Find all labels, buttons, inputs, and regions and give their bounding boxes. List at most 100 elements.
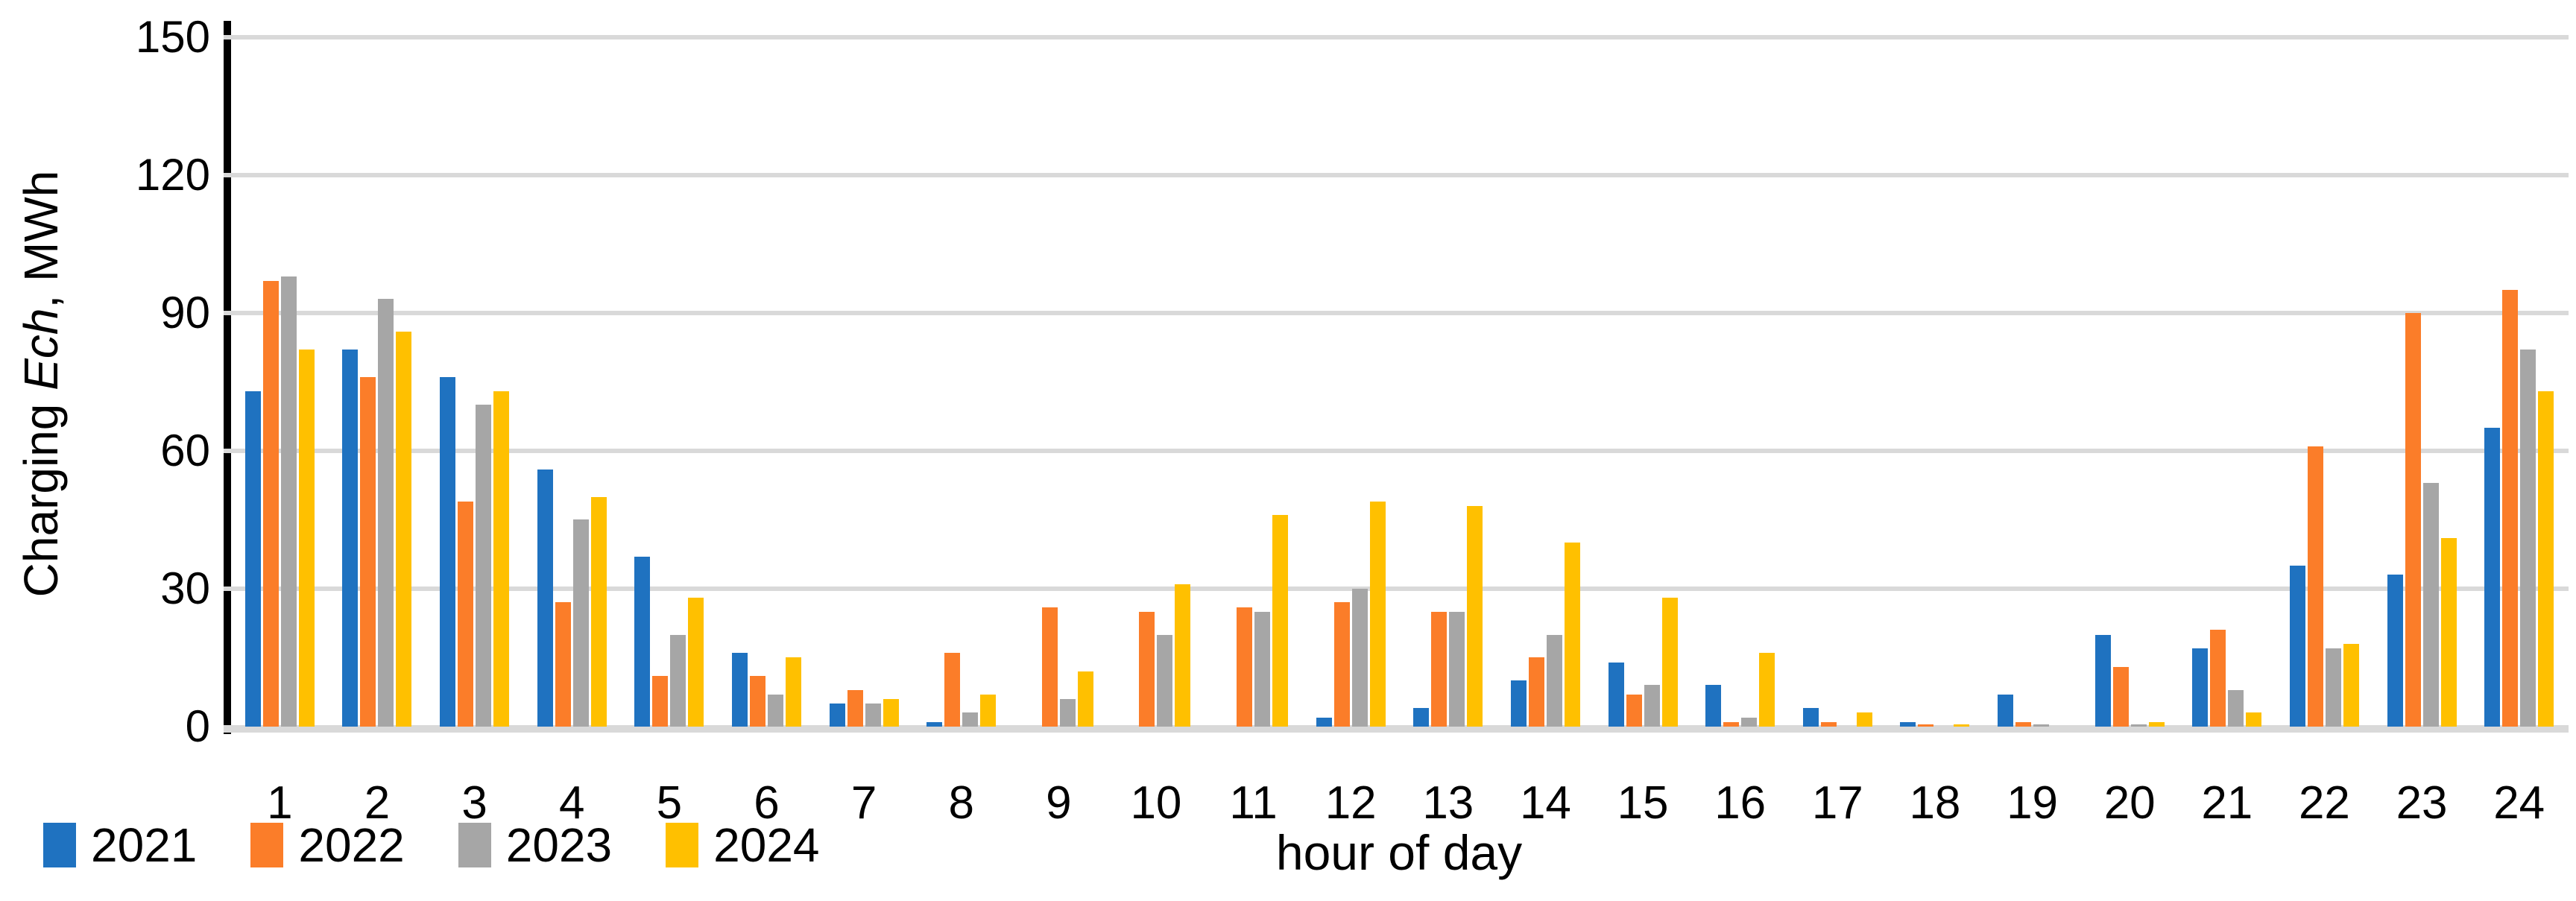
bar-2022-hour-5 — [652, 676, 669, 727]
legend-item-2023: 2023 — [458, 821, 612, 869]
bar-2022-hour-2 — [360, 377, 376, 727]
bar-2023-hour-20 — [2130, 724, 2147, 727]
y-axis-title: Charging Ech, MWh — [13, 11, 69, 756]
gridline-30 — [224, 587, 2569, 591]
x-tick-label-15: 15 — [1617, 777, 1669, 829]
legend-label-2024: 2024 — [713, 818, 820, 872]
bar-2021-hour-14 — [1510, 680, 1527, 727]
x-tick-label-23: 23 — [2396, 777, 2448, 829]
bar-2024-hour-10 — [1175, 584, 1191, 727]
bar-group-hour-14 — [1497, 37, 1594, 727]
y-axis-title-prefix: Charging — [14, 390, 68, 598]
bar-2023-hour-4 — [572, 519, 589, 727]
bar-2023-hour-5 — [670, 635, 686, 727]
bar-2023-hour-24 — [2520, 350, 2536, 727]
x-tick-label-17: 17 — [1811, 777, 1863, 829]
bar-2024-hour-18 — [1954, 724, 1970, 727]
bar-2024-hour-13 — [1467, 506, 1483, 727]
bar-2022-hour-17 — [1820, 722, 1837, 727]
bar-2023-hour-6 — [767, 695, 783, 727]
bar-group-hour-3 — [426, 37, 523, 727]
x-axis-tick-labels: 1 2 3 4 5 6 7 8 9 10 11 12 13 14 15 16 17 18 19 20 21 22 23 24 — [231, 777, 2568, 829]
bar-group-hour-5 — [621, 37, 719, 727]
bar-2021-hour-18 — [1900, 722, 1916, 727]
x-tick-label-10: 10 — [1130, 777, 1182, 829]
x-tick-label-2: 2 — [364, 777, 391, 829]
bar-2022-hour-18 — [1918, 724, 1934, 727]
bar-2021-hour-8 — [926, 722, 943, 727]
bar-2022-hour-8 — [944, 653, 961, 727]
bar-2022-hour-23 — [2405, 313, 2421, 727]
x-tick-label-18: 18 — [1909, 777, 1961, 829]
y-tick-label-150: 150 — [135, 12, 210, 62]
bar-group-hour-11 — [1205, 37, 1302, 727]
bar-group-hour-16 — [1691, 37, 1789, 727]
x-tick-label-7: 7 — [850, 777, 877, 829]
legend-item-2022: 2022 — [250, 821, 405, 869]
bar-2022-hour-1 — [262, 281, 279, 727]
bar-2024-hour-5 — [688, 598, 704, 727]
x-tick-label-4: 4 — [558, 777, 585, 829]
bar-group-hour-4 — [523, 37, 621, 727]
bar-2024-hour-22 — [2343, 644, 2359, 727]
bar-2023-hour-7 — [865, 704, 881, 727]
bar-2024-hour-9 — [1077, 671, 1093, 727]
x-tick-label-3: 3 — [461, 777, 487, 829]
bar-group-hour-23 — [2373, 37, 2471, 727]
bar-2022-hour-22 — [2307, 446, 2323, 727]
legend-swatch-2023 — [458, 823, 491, 867]
x-tick-label-20: 20 — [2103, 777, 2156, 829]
x-axis-line — [224, 725, 2569, 733]
bar-2023-hour-13 — [1449, 612, 1465, 727]
bar-group-hour-8 — [912, 37, 1010, 727]
bar-2021-hour-1 — [244, 391, 261, 727]
bar-group-hour-7 — [815, 37, 913, 727]
bar-2023-hour-9 — [1059, 699, 1076, 727]
x-tick-label-24: 24 — [2493, 777, 2545, 829]
bar-2022-hour-19 — [2015, 722, 2032, 727]
bar-2022-hour-7 — [847, 690, 863, 727]
bar-2021-hour-21 — [2192, 648, 2209, 727]
bar-group-hour-12 — [1302, 37, 1400, 727]
bar-2024-hour-23 — [2440, 538, 2457, 727]
y-tick-label-90: 90 — [160, 288, 210, 338]
bar-2021-hour-5 — [634, 557, 651, 727]
bar-2021-hour-22 — [2289, 566, 2305, 727]
x-axis-title: hour of day — [1275, 825, 1523, 880]
x-tick-label-13: 13 — [1422, 777, 1474, 829]
bar-2024-hour-4 — [590, 497, 607, 727]
legend-swatch-2024 — [666, 823, 699, 867]
legend-swatch-2022 — [250, 823, 284, 867]
bar-group-hour-22 — [2276, 37, 2373, 727]
bar-2024-hour-11 — [1272, 515, 1289, 727]
bar-group-hour-20 — [2081, 37, 2179, 727]
bar-2023-hour-1 — [280, 276, 297, 727]
legend-swatch-2021 — [43, 823, 76, 867]
bar-group-hour-6 — [718, 37, 815, 727]
bar-2024-hour-3 — [493, 391, 510, 727]
bar-2024-hour-2 — [396, 332, 412, 727]
bar-2023-hour-23 — [2422, 483, 2439, 727]
bar-2023-hour-11 — [1254, 612, 1271, 727]
bar-2023-hour-10 — [1157, 635, 1173, 727]
bar-2022-hour-20 — [2112, 667, 2129, 727]
x-tick-label-5: 5 — [656, 777, 683, 829]
x-tick-label-6: 6 — [754, 777, 780, 829]
bar-2024-hour-1 — [298, 350, 315, 727]
x-tick-label-16: 16 — [1714, 777, 1767, 829]
bar-2023-hour-15 — [1644, 685, 1660, 727]
bar-2021-hour-20 — [2094, 635, 2111, 727]
bar-2022-hour-10 — [1139, 612, 1155, 727]
bar-group-hour-24 — [2470, 37, 2568, 727]
bar-2022-hour-13 — [1431, 612, 1448, 727]
bar-group-hour-15 — [1594, 37, 1692, 727]
bar-2021-hour-3 — [440, 377, 456, 727]
bar-2022-hour-14 — [1528, 657, 1544, 727]
bar-2023-hour-16 — [1741, 718, 1758, 727]
legend-label-2023: 2023 — [505, 818, 613, 872]
bar-2024-hour-14 — [1564, 543, 1580, 727]
bar-2022-hour-6 — [749, 676, 765, 727]
bar-2023-hour-8 — [962, 712, 979, 727]
bar-group-hour-21 — [2179, 37, 2276, 727]
bar-2021-hour-15 — [1608, 663, 1624, 727]
